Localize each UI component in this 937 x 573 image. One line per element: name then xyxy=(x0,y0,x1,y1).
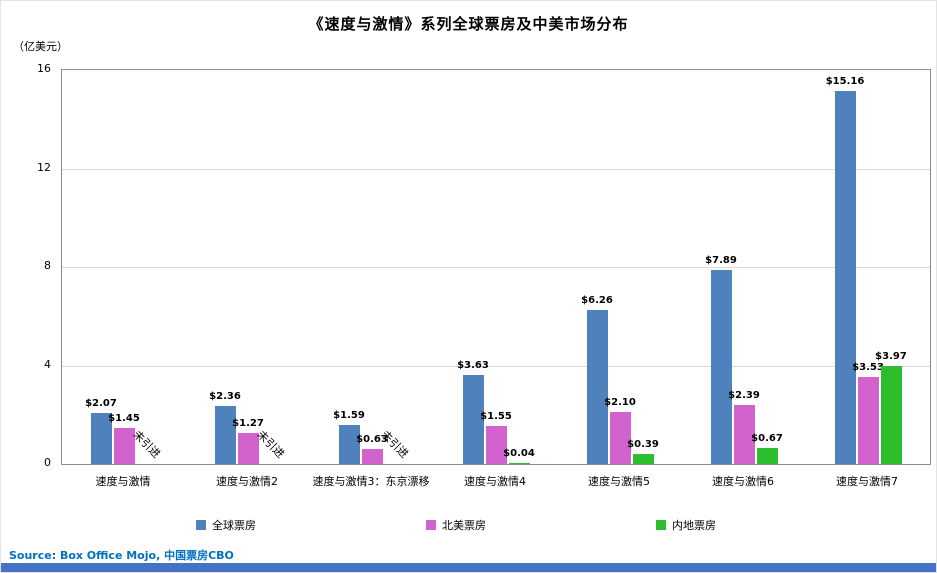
bar: $0.67 xyxy=(751,433,783,464)
bar-group: $6.26 $2.10 $0.39 xyxy=(558,70,682,464)
not-imported-label: 未引进 xyxy=(378,428,411,461)
bar-value-label: $1.27 xyxy=(232,417,264,429)
bar-value-label: $0.04 xyxy=(503,448,535,459)
bar-slot: $1.27 xyxy=(232,70,264,464)
bar-value-label: $2.10 xyxy=(604,397,636,409)
bar-slot: $1.45 xyxy=(108,70,140,464)
x-category-label: 速度与激情 xyxy=(95,475,151,488)
bar: $0.04 xyxy=(503,448,535,464)
bar-value-label: $2.36 xyxy=(209,390,241,402)
bar: $2.10 xyxy=(604,397,636,464)
not-imported-label: 未引进 xyxy=(130,428,163,461)
bar-value-label: $0.67 xyxy=(751,432,783,444)
y-tick-label: 8 xyxy=(44,259,51,272)
bar: $1.27 xyxy=(232,418,264,464)
legend-label: 全球票房 xyxy=(212,519,256,532)
bar-slot: $2.07 xyxy=(85,70,117,464)
bar: $3.63 xyxy=(457,360,489,464)
bar: $1.55 xyxy=(480,411,512,464)
legend-item: 全球票房 xyxy=(196,517,256,533)
bar-slot: $3.97 xyxy=(875,70,907,464)
chart-title: 《速度与激情》系列全球票房及中美市场分布 xyxy=(308,15,629,33)
bar: $3.97 xyxy=(875,351,907,464)
bar-value-label: $3.63 xyxy=(457,359,489,371)
bar-value-label: $0.63 xyxy=(356,433,388,445)
bar-value-label: $2.07 xyxy=(85,398,117,410)
bar-slot: $6.26 xyxy=(581,70,613,464)
bar-value-label: $0.39 xyxy=(627,439,659,451)
bar-group: $2.07 $1.45 未引进 xyxy=(62,70,186,464)
bar-slot: $0.63 xyxy=(356,70,388,464)
legend-item: 内地票房 xyxy=(656,517,716,533)
bar-slot: $1.55 xyxy=(480,70,512,464)
bar-group: $7.89 $2.39 $0.67 xyxy=(682,70,806,464)
y-tick-label: 4 xyxy=(44,357,51,371)
x-category-label: 速度与激情7 xyxy=(836,475,898,488)
bar: $2.39 xyxy=(728,390,760,464)
legend-item: 北美票房 xyxy=(426,517,486,533)
gridline xyxy=(62,267,930,268)
bar: $1.45 xyxy=(108,413,140,464)
x-category-label: 速度与激情6 xyxy=(712,475,774,488)
bar-value-label: $3.53 xyxy=(852,362,884,374)
bar-slot: $2.10 xyxy=(604,70,636,464)
bar: $2.07 xyxy=(85,398,117,464)
y-axis-unit-label: （亿美元） xyxy=(13,40,68,53)
bar-value-label: $7.89 xyxy=(705,254,737,266)
bar: $1.59 xyxy=(333,410,365,464)
bar: $7.89 xyxy=(705,255,737,464)
plot-area: $2.07 $1.45 未引进 $2.36 $1.27 未引进 $1.59 $0.63 未引进 $… xyxy=(61,69,931,465)
bar: $3.53 xyxy=(852,362,884,464)
bar-group: $15.16 $3.53 $3.97 xyxy=(806,70,930,464)
bar-group: $3.63 $1.55 $0.04 xyxy=(434,70,558,464)
bar-slot: $0.39 xyxy=(627,70,659,464)
bar-slot: $2.39 xyxy=(728,70,760,464)
bar: $2.36 xyxy=(209,391,241,464)
bar-slot: 未引进 xyxy=(378,70,411,464)
x-category-label: 速度与激情3：东京漂移 xyxy=(312,475,430,488)
bar: $0.63 xyxy=(356,434,388,464)
bar-slot: 未引进 xyxy=(254,70,287,464)
bar-value-label: $1.59 xyxy=(333,409,365,421)
bar-value-label: $3.97 xyxy=(875,351,907,363)
x-category-label: 速度与激情2 xyxy=(216,475,278,488)
gridline xyxy=(62,365,930,367)
legend-label: 北美票房 xyxy=(442,519,486,532)
bar-value-label: $1.45 xyxy=(108,413,140,425)
gridline xyxy=(62,168,930,170)
source-note: Source: Box Office Mojo, 中国票房CBO xyxy=(9,549,234,562)
not-imported-label: 未引进 xyxy=(254,428,287,461)
bar-value-label: $2.39 xyxy=(728,390,760,402)
legend-swatch xyxy=(426,520,436,530)
legend-swatch xyxy=(656,520,666,530)
bar-slot: $3.63 xyxy=(457,70,489,464)
y-tick-label: 0 xyxy=(44,456,51,469)
bar-slot: $15.16 xyxy=(826,70,864,464)
bar-value-label: $15.16 xyxy=(825,75,865,87)
bar-group: $1.59 $0.63 未引进 xyxy=(310,70,434,464)
footer-bar xyxy=(1,563,936,572)
bar: $15.16 xyxy=(826,76,864,464)
bar-slot: 未引进 xyxy=(130,70,163,464)
bar-slot: $7.89 xyxy=(705,70,737,464)
bar-slot: $2.36 xyxy=(209,70,241,464)
y-tick-label: 16 xyxy=(37,62,51,75)
y-tick-label: 12 xyxy=(37,160,51,174)
x-category-label: 速度与激情5 xyxy=(588,475,650,488)
bar-slot: $0.04 xyxy=(503,70,535,464)
bar-slot: $1.59 xyxy=(333,70,365,464)
bar: $0.39 xyxy=(627,439,659,464)
bar-slot: $0.67 xyxy=(751,70,783,464)
bar: $6.26 xyxy=(581,295,613,464)
bar-group: $2.36 $1.27 未引进 xyxy=(186,70,310,464)
legend-swatch xyxy=(196,520,206,530)
x-category-label: 速度与激情4 xyxy=(464,475,526,488)
bar-slot: $3.53 xyxy=(852,70,884,464)
legend-label: 内地票房 xyxy=(672,519,716,532)
bar-value-label: $6.26 xyxy=(581,294,613,306)
bar-value-label: $1.55 xyxy=(480,410,512,422)
legend: 全球票房 北美票房 内地票房 xyxy=(196,517,716,533)
